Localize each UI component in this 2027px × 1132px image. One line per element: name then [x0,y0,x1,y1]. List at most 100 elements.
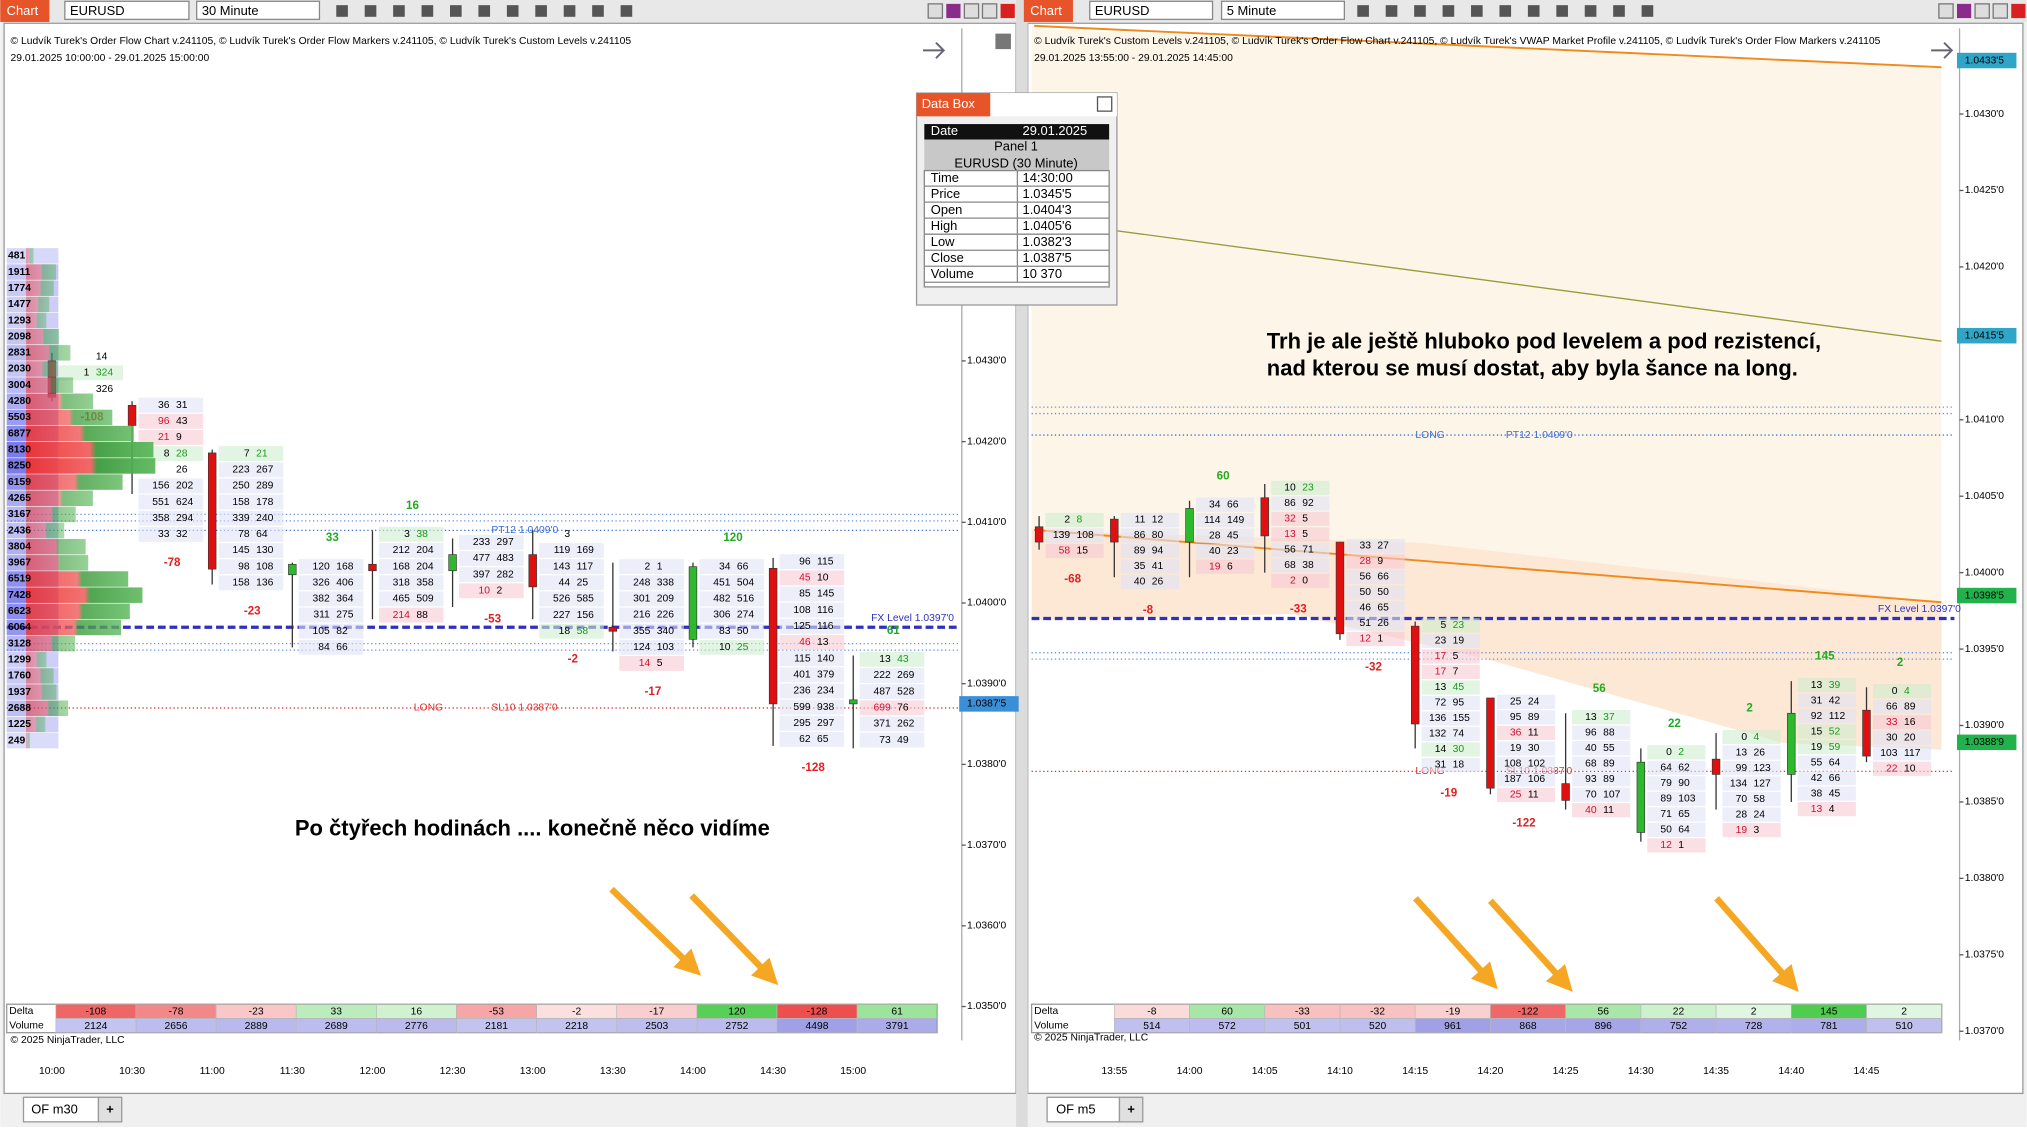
footprint-cell-bg [779,586,845,602]
x-tick-label: 12:30 [440,1066,466,1077]
instrument-select[interactable] [1089,0,1214,21]
footprint-cell-bg [1271,480,1330,495]
footprint-bid: 46 [1359,603,1371,614]
footprint-cell-bg [1496,756,1556,772]
data-box-value: 1.0404'3 [1023,202,1072,217]
footprint-bid: 25 [1510,697,1522,708]
footprint-bid: 36 [1510,728,1522,739]
interval-select[interactable] [196,0,321,21]
bar-delta-label: 16 [406,499,419,512]
footprint-cell-bg [1797,708,1856,724]
footprint-cell-bg [1647,776,1706,791]
footprint-bid: 145 [232,545,249,556]
table-row-label: Delta [1034,1006,1058,1017]
delta-cell-label: -32 [1370,1007,1385,1018]
profile-bar [26,442,154,458]
y-tick-label: 1.0405'0 [1965,491,2005,502]
footprint-cell-bg [1572,787,1631,802]
toolbar-icons[interactable] [336,5,1654,17]
footprint-cell-bg [779,651,845,667]
footprint-ask: 4 [1754,732,1760,743]
volume-cell-label: 781 [1820,1021,1837,1032]
tab[interactable] [1046,1096,1121,1123]
footprint-cell-bg [218,526,284,542]
footprint-bid: 40 [1134,577,1146,588]
footprint-bid: 11 [1135,515,1146,526]
tab-add[interactable] [97,1096,123,1123]
candle-body [608,626,618,632]
volume-cell-label: 728 [1745,1021,1762,1032]
footprint-bid: 17 [1435,651,1447,662]
footprint-cell-bg [138,510,204,526]
footprint-bid: 23 [1435,636,1447,647]
footprint-bid: 70 [1736,794,1748,805]
scroll-arrow[interactable] [1931,41,1954,59]
footprint-ask: 7 [1453,667,1459,678]
profile-bar [26,425,134,442]
footprint-ask: 140 [817,653,834,664]
footprint-cell-bg [1120,574,1179,590]
chart-button[interactable] [0,0,50,22]
footprint-ask: 116 [817,621,834,632]
footprint-bid: 250 [232,481,249,492]
footprint-ask: 89 [1528,712,1540,723]
profile-label: 2688 [8,703,31,714]
footprint-ask: 89 [1603,758,1615,769]
footprint-cell-bg [1421,664,1480,680]
profile-bar [26,328,59,345]
bar-delta-label: 120 [723,531,742,544]
profile-label: 1293 [8,315,31,326]
tab-add[interactable] [1118,1096,1144,1123]
bar-delta-label: -122 [1512,816,1535,829]
bar-delta-label: 2 [1746,702,1752,715]
footprint-ask: 108 [1077,530,1094,541]
footprint-bid: 35 [1134,561,1146,572]
instrument-select[interactable] [64,0,190,21]
footprint-ask: 274 [737,610,754,621]
footprint-bid: 382 [313,594,330,605]
x-tick-label: 11:00 [200,1066,225,1077]
footprint-cell-bg [539,559,604,575]
profile-label: 3804 [8,541,31,552]
volume-cell-label: 2689 [325,1021,348,1032]
footprint-bid: 10 [1284,483,1296,494]
close-button[interactable] [1096,96,1113,112]
profile-label: 4280 [8,396,31,407]
scroll-arrow[interactable] [923,41,946,59]
footprint-bid: 465 [393,594,410,605]
footprint-cell-bg [1797,755,1856,770]
footprint-bid: 551 [152,497,169,508]
candle-body [1260,497,1269,537]
footprint-ask: 379 [817,670,834,681]
footprint-ask: 8 [1077,515,1083,526]
footprint-ask: 226 [657,610,674,621]
delta-cell-label: -33 [1295,1007,1310,1018]
delta-cell-label: -122 [1518,1007,1539,1018]
tab-add-label: + [1127,1102,1135,1117]
volume-cell-label: 2124 [84,1021,107,1032]
tab[interactable] [22,1096,100,1123]
footprint-cell-bg [779,699,845,715]
profile-label: 8250 [8,461,31,472]
profile-bar [26,296,50,313]
price-marker [1956,587,2017,604]
interval-select[interactable] [1220,0,1346,21]
footprint-cell-bg [1120,559,1179,574]
footprint-cell-bg [779,554,845,570]
bar-delta-label: -19 [1440,787,1457,800]
footprint-cell-bg [859,684,925,700]
y-tick-label: 1.0390'0 [967,678,1007,689]
footprint-bid: 318 [393,577,410,588]
chart-button[interactable] [1023,0,1073,22]
footprint-ask: 82 [336,626,348,637]
y-tick-label: 1.0385'0 [1965,797,2005,808]
footprint-ask: 52 [1829,726,1841,737]
footprint-ask: 4 [1829,804,1835,815]
footprint-ask: 18 [1453,760,1465,771]
footprint-cell-bg [1572,710,1631,725]
panel-button[interactable] [995,33,1011,50]
volume-cell-label: 2503 [645,1021,668,1032]
x-tick-label: 15:00 [840,1066,866,1077]
window-buttons[interactable] [927,3,2026,19]
footprint-ask: 65 [817,734,829,745]
